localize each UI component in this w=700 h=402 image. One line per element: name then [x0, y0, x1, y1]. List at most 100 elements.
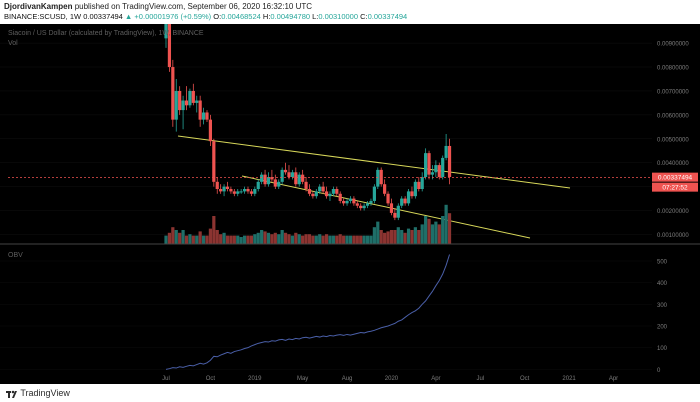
volume-bar [215, 230, 219, 244]
volume-bar [328, 235, 332, 244]
candle-body [201, 112, 206, 120]
candle-body [403, 198, 407, 204]
candle-body [256, 181, 260, 189]
candle-body [434, 165, 438, 173]
volume-bar [181, 230, 185, 244]
volume-bar [342, 235, 346, 244]
time-tick-label: May [297, 376, 308, 382]
volume-bar [379, 230, 383, 244]
time-tick-label: Jul [476, 376, 484, 382]
volume-bar [178, 232, 182, 244]
volume-bar [191, 235, 195, 244]
published-text: published on TradingView.com, September … [74, 2, 313, 11]
volume-bar [225, 235, 230, 244]
obv-tick-label: 200 [657, 325, 668, 331]
candle-body [420, 177, 424, 189]
tradingview-logo[interactable]: TradingView [6, 388, 70, 399]
countdown-tag-text: 07:27:52 [662, 185, 688, 192]
volume-bar [232, 235, 236, 244]
candle-body [263, 174, 267, 185]
volume-bar [331, 235, 335, 244]
volume-label: Vol [8, 40, 18, 47]
candle-body [283, 169, 288, 173]
time-axis[interactable]: Jul Oct 2019 May Aug 2020 Apr Jul Oct 2021 Apr [162, 376, 618, 382]
candle-body [239, 191, 243, 193]
price-tick-label: 0.00700000 [657, 89, 689, 95]
volume-bar [263, 231, 267, 244]
trend-channel [177, 135, 571, 239]
volume-bar [301, 235, 305, 244]
volume-bar [184, 235, 189, 244]
obv-tick-label: 300 [657, 303, 668, 309]
candle-body [372, 186, 376, 201]
price-tick-label: 0.00100000 [657, 233, 689, 239]
candle-body [242, 189, 247, 192]
candles [164, 24, 452, 221]
candle-body [430, 172, 435, 175]
volume-bar [365, 235, 370, 244]
candle-body [208, 119, 213, 142]
candle-body [345, 200, 349, 204]
volume-bar [287, 234, 291, 244]
candle-body [232, 191, 236, 194]
tradingview-icon [6, 390, 17, 398]
obv-axis[interactable]: 500 400 300 200 100 0 [0, 260, 668, 374]
candle-body [304, 181, 308, 189]
candle-body [321, 186, 325, 192]
volume-bar [403, 232, 407, 244]
author-name[interactable]: DjordivanKampen [4, 2, 73, 11]
candle-body [215, 181, 219, 189]
price-tick-label: 0.00200000 [657, 209, 689, 215]
candle-body [396, 205, 400, 218]
price-tag [652, 172, 698, 182]
obv-tick-label: 400 [657, 281, 668, 287]
volume-bar [297, 234, 301, 244]
symbol-label: BINANCE:SCUSD, 1W [4, 12, 82, 21]
volume-bar [195, 235, 199, 244]
candle-body [348, 198, 353, 201]
candle-body [164, 24, 168, 39]
high-value: 0.00494780 [270, 12, 311, 21]
time-tick-label: Aug [342, 376, 353, 382]
ohlc-info: BINANCE:SCUSD, 1W 0.00337494 ▲ +0.000019… [4, 12, 407, 21]
low-value: 0.00310000 [318, 12, 359, 21]
volume-bar [222, 232, 226, 244]
candle-body [307, 189, 312, 194]
volume-bar [171, 227, 175, 244]
volume-bar [249, 235, 254, 244]
volume-bar [400, 230, 404, 244]
price-chart[interactable]: 0.00900000 0.00800000 0.00700000 0.00600000… [0, 24, 700, 384]
candle-body [236, 191, 240, 194]
price-tag-text: 0.00337494 [658, 175, 693, 182]
time-tick-label: 2021 [562, 376, 576, 382]
candle-body [393, 212, 397, 218]
volume-bar [307, 234, 312, 244]
candle-body [219, 189, 223, 192]
candle-body [444, 145, 448, 158]
volume-bar [355, 235, 359, 244]
candle-body [447, 145, 452, 178]
candle-body [331, 189, 335, 194]
volume-bar [229, 235, 233, 244]
volume-bar [447, 213, 452, 244]
volume-bar [396, 227, 400, 244]
price-grid [0, 42, 652, 235]
volume-bar [256, 232, 260, 244]
obv-tick-label: 100 [657, 346, 668, 352]
candle-body [437, 165, 441, 178]
time-tick-label: Oct [206, 376, 216, 382]
time-tick-label: Apr [431, 376, 440, 382]
price-axis[interactable]: 0.00900000 0.00800000 0.00700000 0.00600000… [657, 42, 689, 239]
change-value: ▲ +0.00001976 (+0.59%) [124, 12, 212, 21]
volume-bar [321, 235, 325, 244]
volume-bar [383, 232, 387, 244]
candle-body [195, 100, 199, 103]
candle-body [369, 200, 373, 204]
candle-body [270, 177, 274, 180]
volume-bars [164, 204, 452, 244]
volume-bar [208, 228, 213, 244]
volume-bar [273, 232, 277, 244]
candle-body [294, 172, 298, 185]
candle-body [379, 169, 383, 185]
volume-bar [314, 235, 318, 244]
